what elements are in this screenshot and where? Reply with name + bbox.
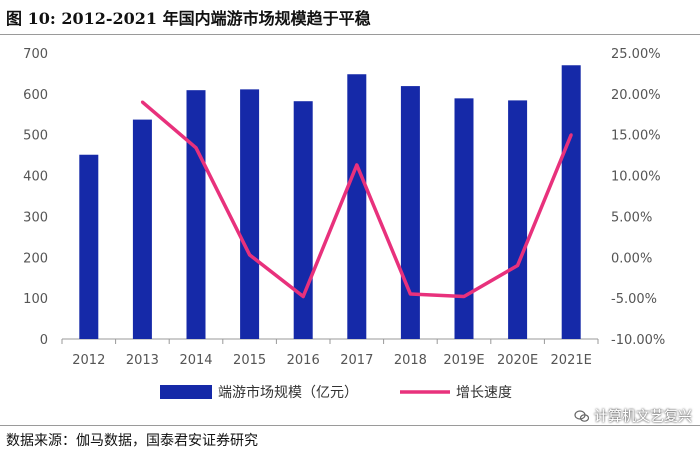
bar-2015	[240, 89, 260, 339]
y-right-tick-label: 15.00%	[611, 129, 661, 144]
x-tick-label: 2017	[340, 353, 373, 368]
y-right-tick-label: 0.00%	[611, 251, 652, 266]
figure-title: 图 10: 2012-2021 年国内端游市场规模趋于平稳	[6, 9, 371, 28]
source-divider	[0, 425, 700, 426]
y-left-tick-label: 700	[23, 47, 48, 62]
y-left-tick-label: 400	[23, 170, 48, 185]
line-point-2019E	[462, 295, 466, 299]
line-point-2021E	[569, 133, 573, 137]
bar-2021E	[561, 65, 581, 339]
y-left-tick-label: 100	[23, 292, 48, 307]
y-left-tick-label: 600	[23, 88, 48, 103]
tick-labels: 0 100 200 300 400 500 600 700 -10.00% -5.00% 0.00%…	[23, 47, 665, 368]
legend: 端游市场规模（亿元） 增长速度	[160, 384, 512, 401]
line-point-2013	[140, 100, 144, 104]
y-right-tick-label: 20.00%	[611, 88, 661, 103]
x-tick-label: 2019E	[443, 353, 484, 368]
bar-2012	[79, 154, 99, 339]
y-left-tick-label: 500	[23, 129, 48, 144]
line-point-2020E	[516, 263, 520, 267]
y-right-tick-label: 5.00%	[611, 210, 652, 225]
bar-series	[79, 65, 581, 340]
legend-bar-label: 端游市场规模（亿元）	[218, 384, 358, 401]
source-note: 数据来源：伽马数据，国泰君安证券研究	[6, 433, 258, 449]
bar-2020E	[508, 100, 528, 339]
x-tick-label: 2020E	[497, 353, 538, 368]
bar-2014	[186, 90, 206, 340]
line-point-2017	[355, 163, 359, 167]
watermark-text: 计算机文艺复兴	[594, 409, 692, 425]
x-tick-label: 2021E	[551, 353, 592, 368]
legend-bar-swatch	[160, 385, 212, 399]
line-point-2016	[301, 295, 305, 299]
bar-2013	[132, 119, 152, 340]
y-right-tick-label: 10.00%	[611, 170, 661, 185]
line-point-2014	[194, 146, 198, 150]
x-tick-label: 2015	[233, 353, 266, 368]
x-tick-label: 2013	[126, 353, 159, 368]
line-series	[140, 100, 573, 299]
legend-line-label: 增长速度	[456, 385, 512, 401]
bar-2016	[293, 101, 313, 339]
y-left-tick-label: 200	[23, 251, 48, 266]
title-divider	[0, 34, 700, 35]
y-left-tick-label: 300	[23, 210, 48, 225]
bar-2017	[347, 74, 367, 339]
bar-2019E	[454, 98, 474, 339]
y-right-tick-label: -5.00%	[611, 292, 657, 307]
line-point-2015	[248, 253, 252, 257]
wechat-icon	[574, 410, 590, 422]
y-right-tick-label: 25.00%	[611, 47, 661, 62]
watermark: 计算机文艺复兴	[574, 406, 692, 426]
x-tick-label: 2016	[287, 353, 320, 368]
y-left-tick-label: 0	[40, 333, 48, 348]
x-tick-label: 2014	[179, 353, 212, 368]
x-tick-label: 2012	[72, 353, 105, 368]
chart-axes	[61, 338, 599, 344]
line-point-2018	[408, 292, 412, 296]
x-tick-label: 2018	[394, 353, 427, 368]
bar-2018	[400, 86, 420, 339]
y-right-tick-label: -10.00%	[611, 333, 665, 348]
